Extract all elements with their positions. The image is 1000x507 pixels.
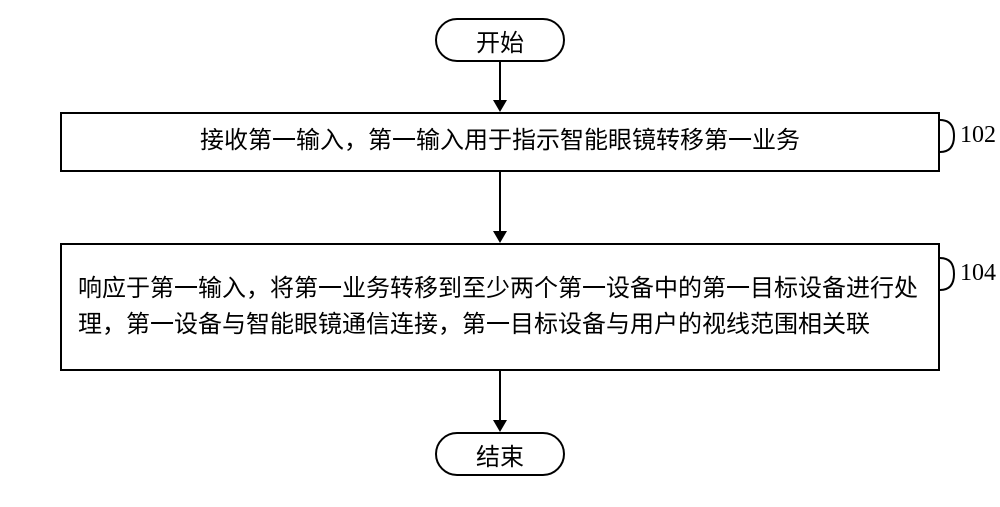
label-102-text: 102 — [960, 122, 996, 148]
start-label: 开始 — [476, 23, 524, 58]
edge-start-102-head — [493, 100, 507, 112]
end-label: 结束 — [476, 437, 524, 472]
process-102-text: 接收第一输入，第一输入用于指示智能眼镜转移第一业务 — [200, 126, 800, 157]
process-104: 响应于第一输入，将第一业务转移到至少两个第一设备中的第一目标设备进行处理，第一设… — [60, 243, 940, 371]
connector-104 — [940, 256, 960, 292]
connector-102 — [940, 118, 960, 154]
edge-104-end — [499, 371, 501, 420]
process-104-text: 响应于第一输入，将第一业务转移到至少两个第一设备中的第一目标设备进行处理，第一设… — [78, 271, 922, 343]
process-102: 接收第一输入，第一输入用于指示智能眼镜转移第一业务 — [60, 112, 940, 172]
start-node: 开始 — [435, 18, 565, 62]
edge-104-end-head — [493, 420, 507, 432]
edge-102-104 — [499, 172, 501, 231]
flowchart-container: 开始 接收第一输入，第一输入用于指示智能眼镜转移第一业务 102 响应于第一输入… — [0, 0, 1000, 507]
edge-102-104-head — [493, 231, 507, 243]
edge-start-102 — [499, 62, 501, 100]
label-104-text: 104 — [960, 260, 996, 286]
label-104: 104 — [960, 260, 996, 287]
end-node: 结束 — [435, 432, 565, 476]
label-102: 102 — [960, 122, 996, 149]
